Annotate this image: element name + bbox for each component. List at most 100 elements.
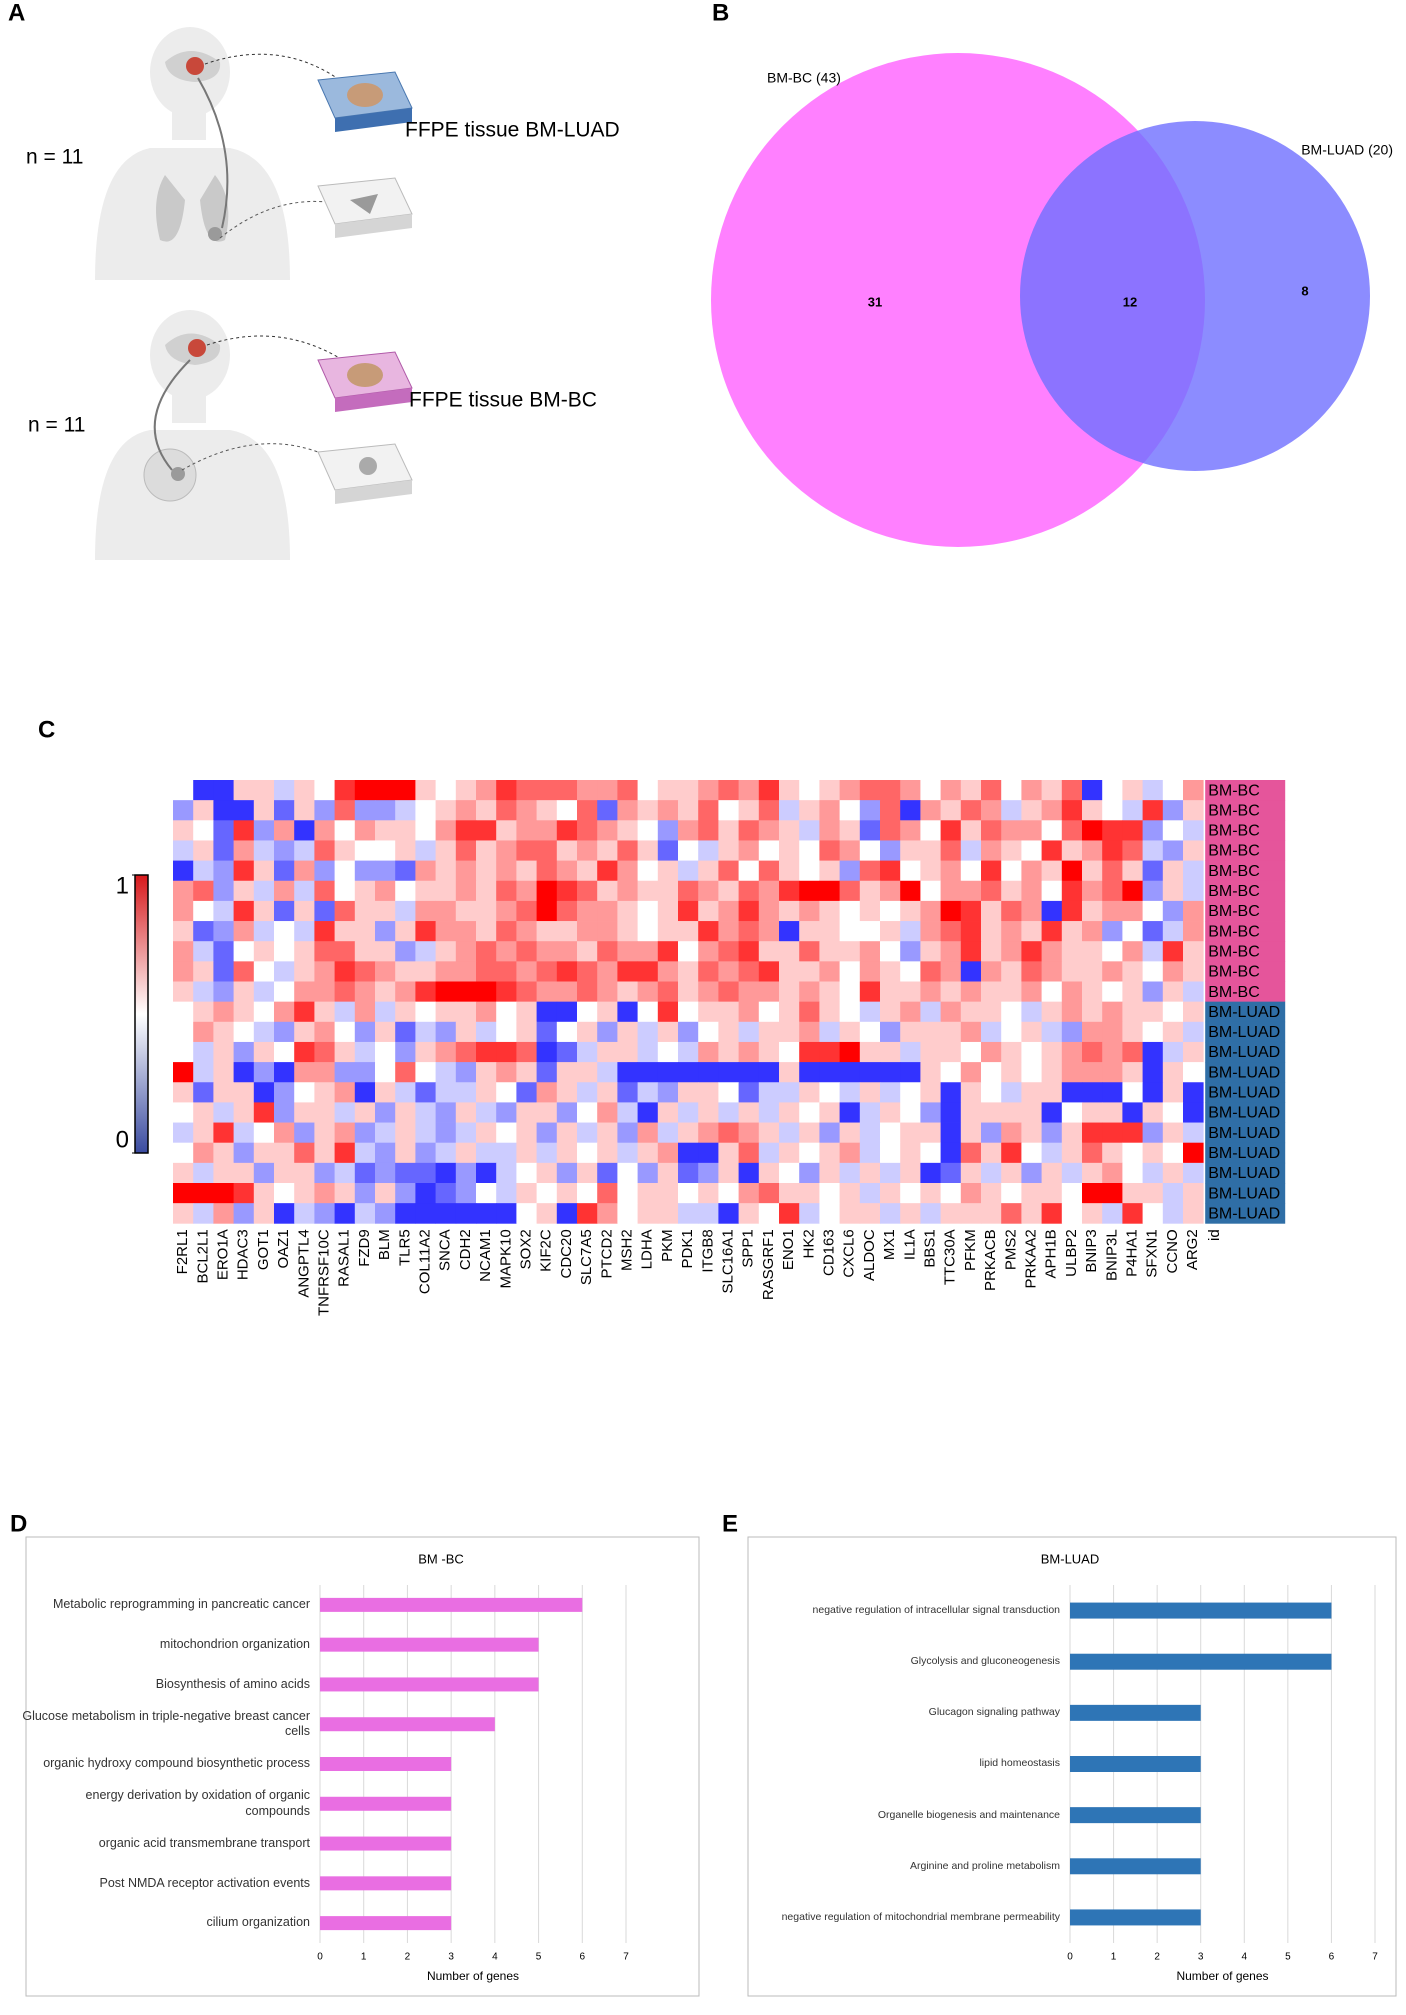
x-tick-label: 5 (536, 1952, 542, 1963)
column-label: PDK1 (679, 1229, 696, 1268)
heatmap-cell (960, 800, 982, 821)
heatmap-cell (314, 880, 335, 902)
heatmap-cell (1082, 1041, 1103, 1063)
heatmap-cell (839, 900, 861, 922)
heatmap-cell (233, 1062, 255, 1083)
group-annotation (1205, 1082, 1286, 1103)
heatmap-cell (880, 961, 901, 982)
heatmap-cell (435, 1203, 457, 1224)
heatmap-cell (354, 1001, 376, 1023)
x-tick-label: 5 (1285, 1952, 1291, 1963)
heatmap-cell (1001, 800, 1022, 821)
heatmap-cell (1162, 840, 1184, 861)
heatmap-cell (617, 1183, 638, 1204)
heatmap-cell (1061, 1183, 1083, 1204)
heatmap-cell (516, 1082, 537, 1103)
heatmap-cell (1183, 941, 1204, 962)
bar (320, 1916, 452, 1931)
heatmap-cell (1142, 1162, 1164, 1184)
heatmap-cell (718, 941, 739, 962)
heatmap-cell (314, 780, 335, 801)
heatmap-cell (294, 1142, 315, 1164)
x-tick-label: 4 (492, 1952, 498, 1963)
heatmap-cell (354, 820, 376, 841)
heatmap-cell (617, 820, 638, 841)
heatmap-cell (839, 1203, 861, 1224)
tumor (171, 467, 185, 481)
y-tick-label-box: organic hydroxy compound biosynthetic pr… (43, 1756, 310, 1770)
heatmap-cell (799, 1142, 820, 1164)
heatmap-cell (314, 840, 335, 861)
heatmap-cell (1041, 800, 1063, 821)
heatmap-cell (839, 981, 861, 1003)
heatmap-cell (354, 981, 376, 1003)
heatmap-cell (476, 941, 497, 962)
heatmap-cell (678, 961, 699, 982)
heatmap-cell (819, 820, 840, 841)
heatmap-cell (880, 1021, 901, 1043)
heatmap-cell (314, 1102, 335, 1123)
heatmap-cell (193, 1021, 214, 1043)
heatmap-cell (455, 1122, 477, 1144)
heatmap-cell (193, 1122, 214, 1144)
heatmap-cell (960, 1001, 982, 1023)
heatmap-cell (476, 860, 497, 882)
heatmap-cell (1082, 820, 1103, 841)
heatmap-cell (617, 1062, 638, 1083)
heatmap-cell (758, 1102, 780, 1123)
heatmap-cell (435, 1183, 457, 1204)
heatmap-cell (496, 941, 517, 962)
heatmap-cell (1061, 1021, 1083, 1043)
heatmap-cell (597, 820, 618, 841)
heatmap-cell (1122, 820, 1143, 841)
heatmap-cell (516, 1162, 537, 1184)
heatmap-cell (213, 900, 234, 922)
heatmap-cell (900, 1162, 921, 1184)
heatmap-cell (455, 1102, 477, 1123)
column-label: P4HA1 (1123, 1229, 1140, 1277)
heatmap-cell (435, 961, 457, 982)
heatmap-cell (637, 921, 659, 942)
heatmap-cell (334, 1021, 356, 1043)
heatmap-cell (1162, 780, 1184, 801)
heatmap-cell (940, 1001, 962, 1023)
heatmap-cell (960, 941, 982, 962)
heatmap-cell (516, 1021, 537, 1043)
heatmap-cell (1001, 780, 1022, 801)
heatmap-cell (758, 800, 780, 821)
heatmap-cell (1041, 1102, 1063, 1123)
column-label: LDHA (639, 1229, 656, 1269)
heatmap-cell (233, 1021, 255, 1043)
heatmap-cell (859, 1183, 881, 1204)
row-label: BM-BC (1208, 823, 1260, 840)
heatmap-cell (294, 981, 315, 1003)
heatmap-cell (395, 1122, 416, 1144)
heatmap-cell (1082, 981, 1103, 1003)
heatmap-cell (900, 1001, 921, 1023)
heatmap-cell (657, 1203, 679, 1224)
heatmap-cell (476, 961, 497, 982)
heatmap-cell (294, 1102, 315, 1123)
heatmap-cell (1183, 1122, 1204, 1144)
heatmap-cell (577, 1142, 598, 1164)
heatmap-cell (577, 941, 598, 962)
heatmap-cell (556, 961, 578, 982)
heatmap-cell (314, 1203, 335, 1224)
heatmap-cell (1082, 780, 1103, 801)
chart-title: BM-LUAD (1041, 1551, 1100, 1566)
heatmap-cell (718, 1183, 739, 1204)
heatmap-cell (375, 820, 396, 841)
heatmap-cell (233, 1102, 255, 1123)
heatmap-cell (880, 1162, 901, 1184)
heatmap-cell (1021, 981, 1042, 1003)
heatmap-cell (334, 1122, 356, 1144)
heatmap-cell (577, 1041, 598, 1063)
heatmap-cell (1122, 900, 1143, 922)
heatmap-cell (637, 961, 659, 982)
heatmap-cell (1041, 880, 1063, 902)
heatmap-cell (900, 780, 921, 801)
heatmap-cell (294, 1021, 315, 1043)
heatmap-cell (758, 941, 780, 962)
heatmap-cell (173, 1203, 194, 1224)
heatmap-cell (900, 1102, 921, 1123)
